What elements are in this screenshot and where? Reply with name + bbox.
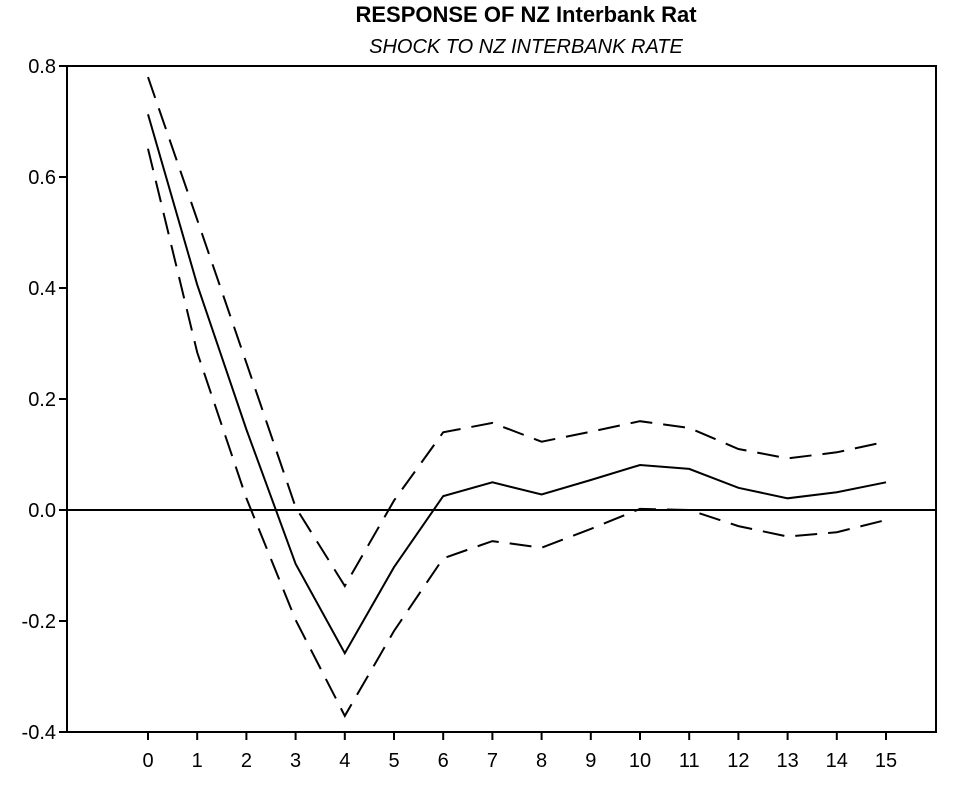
x-tick-label: 8 xyxy=(536,750,547,772)
y-tick-label: 0.6 xyxy=(28,167,56,189)
response-line xyxy=(147,114,887,656)
x-tick-label: 4 xyxy=(339,750,350,772)
plot-frame xyxy=(66,65,937,733)
x-tick-label: 6 xyxy=(438,750,449,772)
lower-band-line xyxy=(147,148,887,718)
x-tick-label: 3 xyxy=(290,750,301,772)
x-tick-label: 7 xyxy=(487,750,498,772)
x-tick-label: 13 xyxy=(776,750,798,772)
x-tick-label: 5 xyxy=(388,750,399,772)
x-tick-label: 0 xyxy=(142,750,153,772)
upper-band-line xyxy=(147,76,887,588)
chart-title: RESPONSE OF NZ Interbank Rat xyxy=(355,2,697,27)
x-tick-label: 12 xyxy=(727,750,749,772)
y-tick-label: 0.2 xyxy=(28,389,56,411)
x-tick-label: 11 xyxy=(679,750,700,772)
chart-subtitle: SHOCK TO NZ INTERBANK RATE xyxy=(369,36,683,58)
y-tick-label: 0.4 xyxy=(28,278,56,300)
x-tick-label: 10 xyxy=(629,750,651,772)
y-tick-label: -0.2 xyxy=(22,611,56,633)
x-tick-label: 14 xyxy=(826,750,848,772)
x-tick-label: 9 xyxy=(585,750,596,772)
y-tick-label: 0.8 xyxy=(28,56,56,78)
x-tick-label: 1 xyxy=(192,750,203,772)
x-tick-label: 15 xyxy=(875,750,897,772)
y-tick-label: -0.4 xyxy=(22,722,56,744)
x-tick-label: 2 xyxy=(241,750,252,772)
y-tick-label: 0.0 xyxy=(28,500,56,522)
